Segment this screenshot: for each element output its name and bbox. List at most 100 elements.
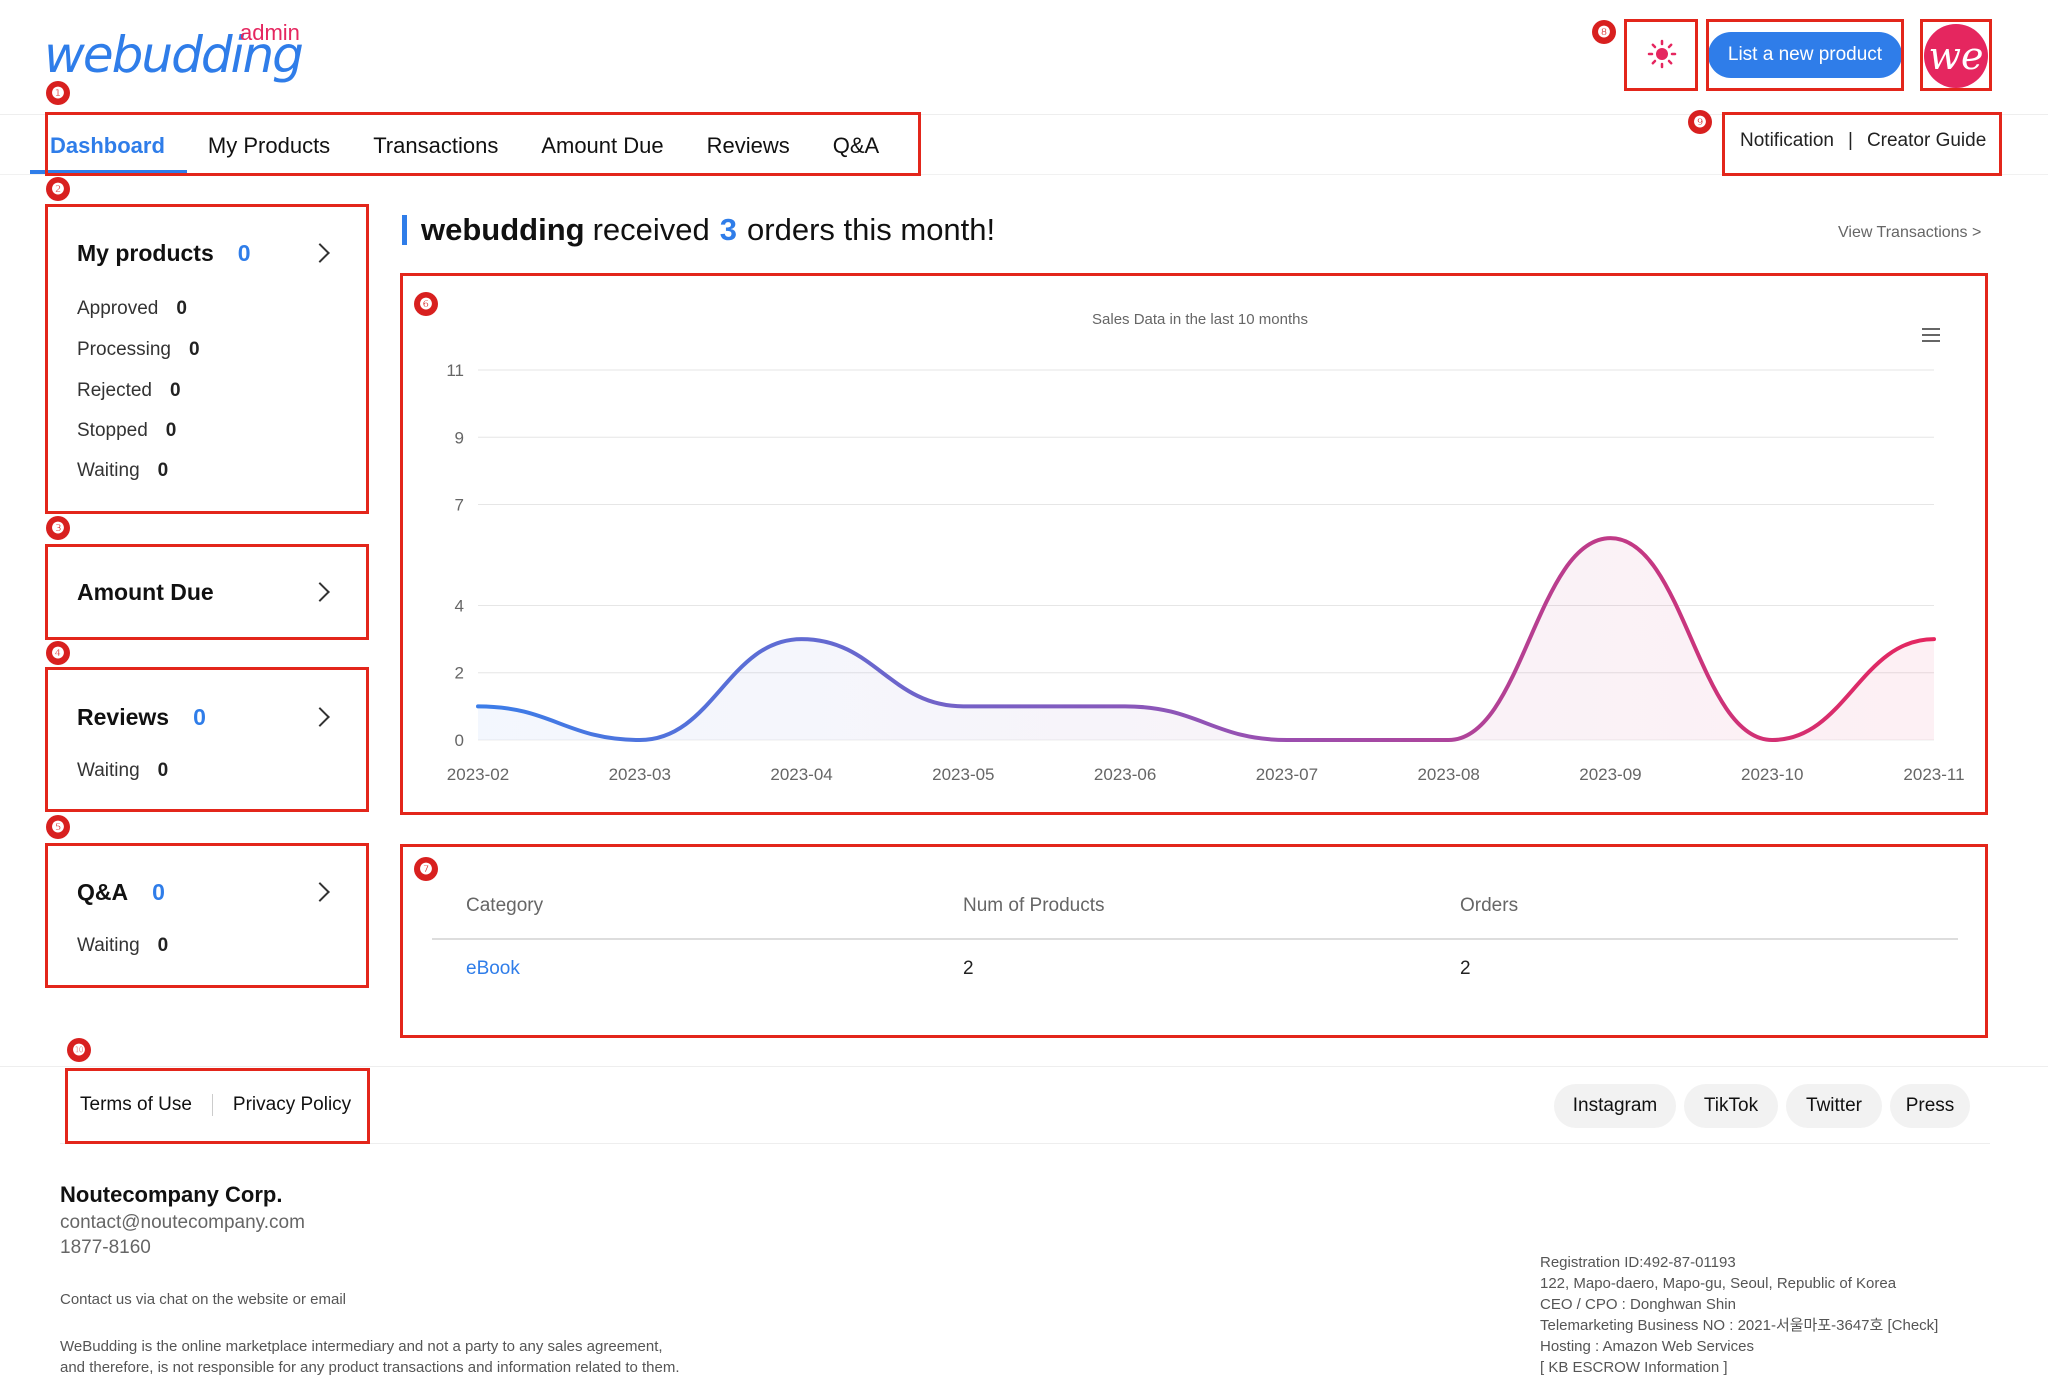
avatar[interactable]: we (1924, 24, 1988, 88)
table-cell-category[interactable]: eBook (466, 958, 520, 979)
stat-value: 0 (157, 460, 169, 481)
stat-label: Waiting (77, 460, 140, 481)
info-line: 122, Mapo-daero, Mapo-gu, Seoul, Republi… (1540, 1275, 1897, 1292)
terms-link[interactable]: Terms of Use (80, 1094, 192, 1115)
top-links: Notification | Creator Guide (1740, 130, 1986, 152)
annotation-marker-5: ❺ (46, 815, 70, 839)
header-divider (0, 114, 2048, 115)
title-accent-bar (402, 215, 407, 245)
info-line: Hosting : Amazon Web Services (1540, 1338, 1754, 1355)
reviews-card[interactable]: Reviews 0 Waiting 0 (46, 670, 366, 810)
twitter-button[interactable]: Twitter (1786, 1084, 1882, 1128)
my-products-label: My products (77, 240, 214, 266)
stat-waiting: Waiting 0 (77, 460, 168, 482)
qa-count: 0 (152, 879, 165, 905)
stat-value: 0 (157, 760, 169, 781)
stat-label: Stopped (77, 420, 148, 441)
annotation-marker-10: ❿ (67, 1038, 91, 1062)
my-products-title: My products 0 (77, 240, 251, 267)
stat-approved: Approved 0 (77, 298, 187, 320)
creator-guide-link[interactable]: Creator Guide (1866, 130, 1987, 151)
stat-value: 0 (170, 380, 181, 401)
stat-stopped: Stopped 0 (77, 420, 176, 442)
tab-reviews[interactable]: Reviews (706, 133, 790, 158)
chevron-right-icon (310, 882, 330, 902)
page-title: webudding received 3 orders this month! (402, 212, 995, 248)
view-transactions-link[interactable]: View Transactions > (1838, 224, 1982, 241)
x-tick-label: 2023-06 (1094, 765, 1156, 784)
annotation-marker-1: ❶ (46, 81, 70, 105)
headline-pre: received (592, 212, 710, 247)
y-tick-label: 2 (455, 664, 464, 683)
stat-label: Approved (77, 298, 159, 319)
footer-divider (0, 1066, 2048, 1067)
tab-amount-due[interactable]: Amount Due (541, 133, 664, 158)
instagram-button[interactable]: Instagram (1554, 1084, 1676, 1128)
list-new-product-button[interactable]: List a new product (1708, 32, 1902, 78)
x-tick-label: 2023-05 (932, 765, 994, 784)
disclaimer-line: WeBudding is the online marketplace inte… (60, 1338, 663, 1355)
amount-due-title: Amount Due (77, 579, 214, 605)
x-tick-label: 2023-11 (1903, 765, 1964, 784)
contact-text: Contact us via chat on the website or em… (60, 1291, 346, 1308)
x-tick-label: 2023-09 (1579, 765, 1641, 784)
x-tick-label: 2023-04 (770, 765, 832, 784)
y-tick-label: 9 (455, 428, 464, 447)
store-name: webudding (421, 212, 585, 247)
x-tick-label: 2023-02 (447, 765, 509, 784)
theme-toggle-button[interactable] (1626, 22, 1698, 86)
x-tick-label: 2023-08 (1417, 765, 1479, 784)
headline-post: orders this month! (747, 212, 996, 247)
amount-due-card[interactable]: Amount Due (46, 546, 366, 638)
footer-link-divider (211, 1094, 213, 1116)
annotation-marker-2: ❷ (46, 177, 70, 201)
notification-link[interactable]: Notification (1740, 130, 1834, 151)
tab-transactions[interactable]: Transactions (373, 133, 499, 158)
annotation-marker-4: ❹ (46, 641, 70, 665)
x-tick-label: 2023-03 (609, 765, 671, 784)
reviews-count: 0 (193, 704, 206, 730)
stat-label: Rejected (77, 380, 152, 401)
y-tick-label: 7 (455, 496, 464, 515)
table-header-num-products: Num of Products (963, 895, 1105, 916)
tiktok-button[interactable]: TikTok (1684, 1084, 1778, 1128)
table-cell-orders: 2 (1460, 958, 1471, 979)
stat-value: 0 (165, 420, 177, 441)
series-area (478, 538, 1934, 740)
table-header-divider (432, 938, 1958, 940)
tab-dashboard[interactable]: Dashboard (30, 118, 187, 174)
annotation-marker-9: ❾ (1688, 110, 1712, 134)
stat-value: 0 (189, 339, 200, 360)
footer-links: Terms of Use Privacy Policy (80, 1094, 351, 1116)
company-info: Registration ID:492-87-01193 122, Mapo-d… (1540, 1252, 1938, 1378)
info-line[interactable]: Telemarketing Business NO : 2021-서울마포-36… (1540, 1317, 1939, 1334)
y-tick-label: 0 (455, 731, 464, 750)
my-products-card[interactable]: My products 0 Approved 0 Processing 0 Reje… (46, 206, 366, 512)
company-phone: 1877-8160 (60, 1237, 151, 1258)
stat-processing: Processing 0 (77, 339, 200, 361)
info-line[interactable]: [ KB ESCROW Information ] (1540, 1359, 1728, 1376)
annotation-marker-3: ❸ (46, 516, 70, 540)
y-tick-label: 4 (455, 596, 464, 615)
tab-my-products[interactable]: My Products (207, 133, 331, 158)
qa-card[interactable]: Q&A 0 Waiting 0 (46, 846, 366, 986)
sun-icon (1647, 39, 1677, 69)
y-tick-label: 11 (446, 361, 464, 380)
logo-text: webudding (44, 26, 304, 84)
chart-menu-icon[interactable] (1922, 328, 1940, 346)
press-button[interactable]: Press (1890, 1084, 1970, 1128)
logo-admin-tag: admin (240, 20, 300, 45)
table-header-orders: Orders (1460, 895, 1519, 916)
sales-chart: 0 2 4 7 9 11 2023-02 2023-03 2023-04 2023-05 2023-… (446, 361, 1964, 784)
logo[interactable]: webudding admin (44, 20, 314, 82)
tab-qa[interactable]: Q&A (832, 133, 880, 158)
link-separator: | (1848, 130, 1853, 151)
reviews-waiting: Waiting 0 (77, 760, 168, 782)
privacy-link[interactable]: Privacy Policy (232, 1094, 352, 1115)
qa-title: Q&A 0 (77, 879, 165, 906)
company-email[interactable]: contact@noutecompany.com (60, 1212, 305, 1233)
stat-label: Waiting (77, 935, 140, 956)
qa-waiting: Waiting 0 (77, 935, 168, 957)
footer-divider-2 (60, 1143, 1990, 1144)
annotation-marker-7: ❼ (414, 857, 438, 881)
